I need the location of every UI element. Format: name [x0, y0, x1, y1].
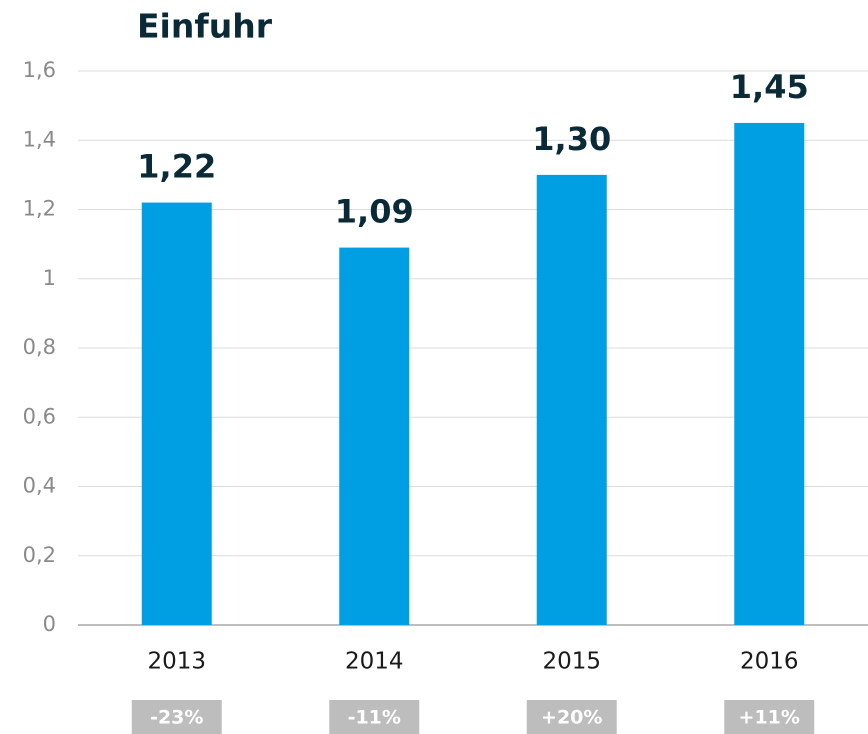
value-label: 1,30	[532, 120, 611, 158]
bar	[141, 202, 212, 625]
y-tick-label: 0,8	[23, 335, 56, 359]
x-tick-label: 2015	[542, 649, 601, 675]
change-badge	[526, 700, 617, 734]
bar	[339, 247, 410, 625]
value-label: 1,22	[137, 148, 216, 186]
value-label: 1,09	[335, 193, 414, 231]
y-tick-label: 1	[43, 266, 56, 290]
change-label: +20%	[541, 707, 602, 729]
value-label: 1,45	[730, 68, 809, 106]
chart-title: Einfuhr	[137, 7, 273, 46]
change-badge	[329, 700, 420, 734]
change-label: +11%	[739, 707, 800, 729]
change-badge	[724, 700, 815, 734]
y-tick-label: 0	[43, 612, 56, 636]
change-label: -11%	[348, 707, 401, 729]
y-tick-label: 0,4	[23, 474, 56, 498]
change-label: -23%	[150, 707, 203, 729]
y-tick-label: 0,2	[23, 543, 56, 567]
x-tick-label: 2016	[740, 649, 799, 675]
bar	[536, 174, 607, 625]
y-tick-label: 1,6	[23, 58, 56, 82]
bar	[734, 122, 805, 625]
y-tick-label: 0,6	[23, 404, 56, 428]
y-tick-label: 1,2	[23, 197, 56, 221]
y-tick-label: 1,4	[23, 127, 56, 151]
change-badge	[131, 700, 222, 734]
x-tick-label: 2013	[147, 649, 206, 675]
x-tick-label: 2014	[345, 649, 404, 675]
